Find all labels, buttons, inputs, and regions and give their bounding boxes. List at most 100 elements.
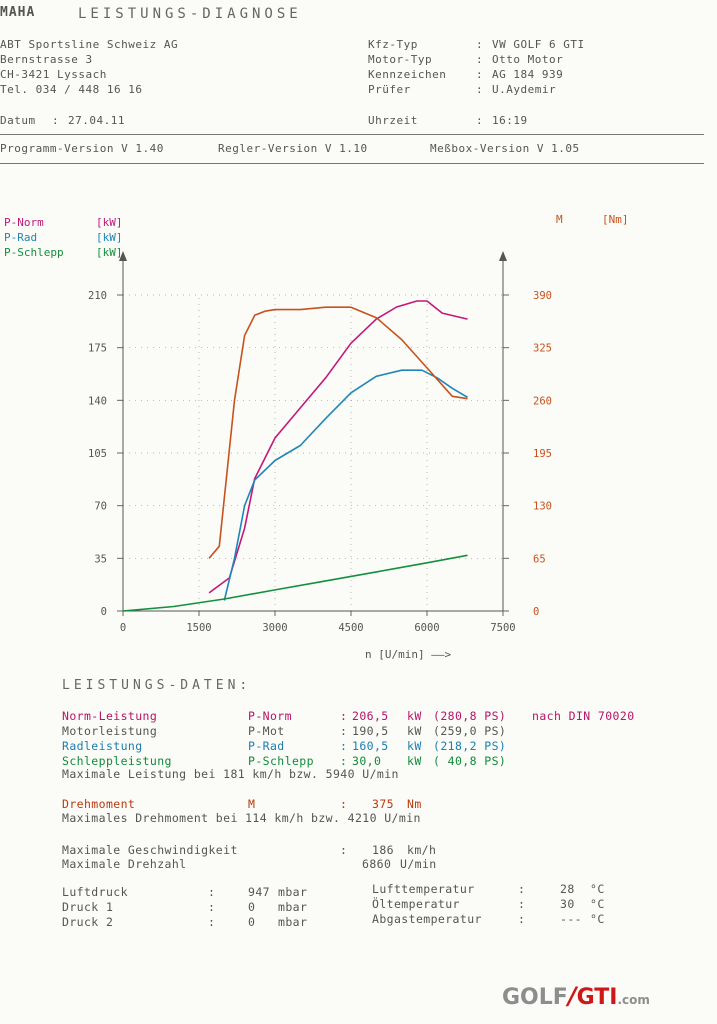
env-right-val: --- [560, 912, 582, 926]
page-title: LEISTUNGS-DIAGNOSE [78, 6, 302, 22]
env-left-colon: : [208, 885, 216, 899]
y-tick-label-left: 0 [101, 606, 107, 618]
vehicle-colon: : [476, 38, 484, 51]
max-drehzahl-unit: U/min [400, 857, 437, 871]
power-row-extra: nach DIN 70020 [532, 709, 635, 723]
y-tick-label-left: 140 [88, 395, 107, 407]
legend-left: P-Norm [kW] P-Rad [kW] P-Schlepp [kW] [4, 216, 123, 259]
power-row-val: 190,5 [352, 724, 389, 738]
vehicle-label: Motor-Typ [368, 53, 433, 66]
grid [123, 294, 504, 611]
programm-version: Programm-Version V 1.40 [0, 142, 164, 155]
env-left-unit: mbar [278, 900, 308, 914]
axes [117, 251, 509, 616]
y-tick-label-right: 390 [533, 290, 552, 302]
power-row-unit: kW [407, 709, 422, 723]
vehicle-label: Kennzeichen [368, 68, 447, 81]
power-row-sym: P-Schlepp [248, 754, 314, 768]
watermark-golf: GOLF [502, 985, 568, 1010]
env-left-colon: : [208, 900, 216, 914]
power-row-label: Radleistung [62, 739, 143, 753]
y-tick-label-right: 130 [533, 501, 552, 513]
env-right-colon: : [518, 912, 526, 926]
uhrzeit-colon: : [476, 114, 484, 127]
y-tick-label-right: 325 [533, 343, 552, 355]
max-drehzahl-value: 6860 [362, 857, 392, 871]
env-right-val: 28 [560, 882, 575, 896]
power-row-unit: kW [407, 739, 422, 753]
y-tick-label-left: 35 [94, 553, 107, 565]
power-row-colon: : [340, 724, 348, 738]
vehicle-colon: : [476, 83, 484, 96]
legend-p-schlepp-unit: [kW] [96, 246, 123, 259]
legend-p-rad-unit: [kW] [96, 231, 123, 244]
vehicle-value: U.Aydemir [492, 83, 557, 96]
drehmoment-sym: M [248, 797, 256, 811]
vehicle-label: Prüfer [368, 83, 411, 96]
legend-p-rad: P-Rad [4, 231, 37, 244]
power-row-label: Schleppleistung [62, 754, 172, 768]
legend-p-norm-unit: [kW] [96, 216, 123, 229]
x-axis-label: n [U/min] ——> [365, 648, 451, 661]
watermark-gti: GTI [576, 985, 618, 1010]
series-line-m [208, 306, 468, 559]
env-left-unit: mbar [278, 915, 308, 929]
vehicle-colon: : [476, 68, 484, 81]
y-tick-label-left: 175 [88, 343, 107, 355]
max-geschw-value: 186 [372, 843, 394, 857]
power-row-ps: ( 40,8 PS) [433, 754, 507, 768]
power-row-sym: P-Norm [248, 709, 292, 723]
y-axis-right-arrow [499, 251, 507, 261]
env-left-val: 0 [248, 900, 256, 914]
watermark-com: .com [617, 993, 650, 1007]
drehmoment-label: Drehmoment [62, 797, 136, 811]
env-left-val: 947 [248, 885, 270, 899]
env-right-unit: °C [590, 897, 605, 911]
power-row-label: Norm-Leistung [62, 709, 158, 723]
golfgti-watermark: GOLF/GTI.com [502, 982, 650, 1010]
y-tick-label-right: 0 [533, 606, 539, 618]
env-right-val: 30 [560, 897, 575, 911]
y-tick-label-left: 210 [88, 290, 107, 302]
y-tick-label-right: 65 [533, 553, 546, 565]
datum-label: Datum [0, 114, 36, 127]
power-row-ps: (259,0 PS) [433, 724, 507, 738]
env-right-label: Abgastemperatur [372, 912, 482, 926]
datum-colon: : [52, 114, 60, 127]
env-right-label: Öltemperatur [372, 897, 460, 911]
y-tick-label-left: 70 [94, 501, 107, 513]
regler-version: Regler-Version V 1.10 [218, 142, 368, 155]
env-right-unit: °C [590, 882, 605, 896]
watermark-slash: / [567, 982, 577, 1010]
vehicle-colon: : [476, 53, 484, 66]
env-left-val: 0 [248, 915, 256, 929]
power-row-val: 160,5 [352, 739, 389, 753]
legend-p-norm: P-Norm [4, 216, 44, 229]
vehicle-value: Otto Motor [492, 53, 564, 66]
data-section-title: LEISTUNGS-DATEN: [62, 678, 252, 693]
power-row-val: 206,5 [352, 709, 389, 723]
env-left-label: Luftdruck [62, 885, 128, 899]
power-row-ps: (280,8 PS) [433, 709, 507, 723]
env-left-colon: : [208, 915, 216, 929]
divider [0, 134, 704, 135]
env-right-colon: : [518, 897, 526, 911]
series-line-p-schlepp [122, 554, 468, 612]
y-tick-label-left: 105 [88, 448, 107, 460]
datum-value: 27.04.11 [68, 114, 125, 127]
max-geschw-label: Maximale Geschwindigkeit [62, 843, 238, 857]
company-line-4: Tel. 034 / 448 16 16 [0, 83, 143, 96]
vehicle-value: AG 184 939 [492, 68, 564, 81]
env-right-unit: °C [590, 912, 605, 926]
power-row-unit: kW [407, 754, 422, 768]
tick-labels: 0 35 70 105 140 175 210 0 65 130 195 260 325 390 0 1500… [88, 290, 552, 634]
power-row-ps: (218,2 PS) [433, 739, 507, 753]
drehmoment-value: 375 [372, 797, 394, 811]
power-chart: P-Norm [kW] P-Rad [kW] P-Schlepp [kW] M … [4, 213, 629, 661]
max-geschw-colon: : [340, 843, 348, 857]
power-row-val: 30,0 [352, 754, 382, 768]
y-tick-label-right: 260 [533, 395, 552, 407]
max-geschw-unit: km/h [407, 843, 437, 857]
x-tick-label: 0 [120, 622, 126, 634]
company-line-2: Bernstrasse 3 [0, 53, 93, 66]
